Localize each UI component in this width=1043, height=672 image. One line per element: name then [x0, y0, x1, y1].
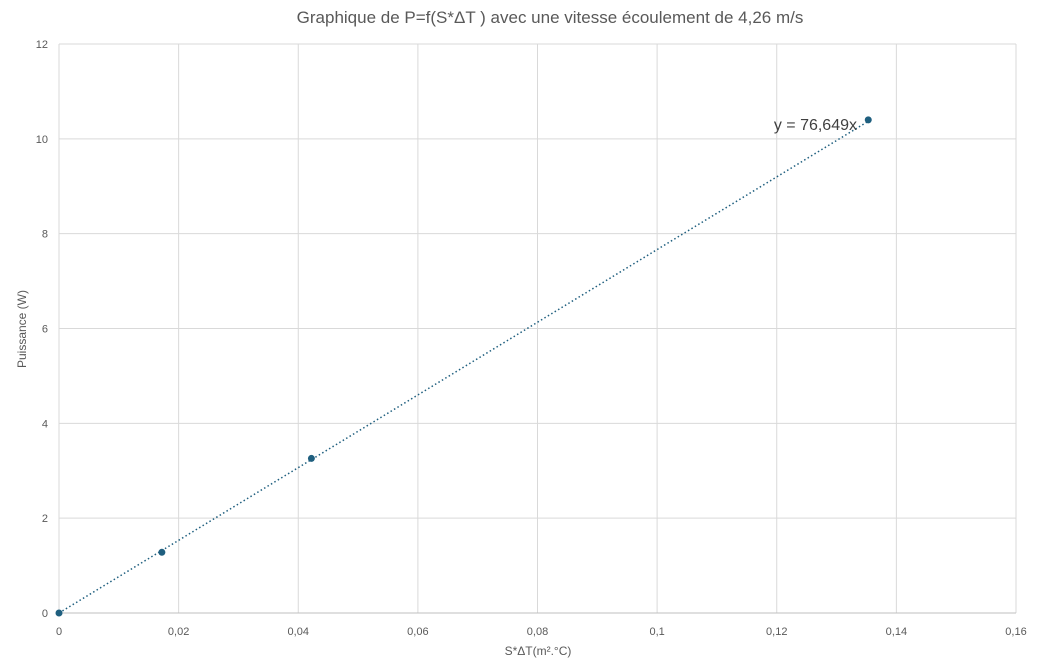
- x-tick-label: 0,12: [766, 626, 787, 638]
- x-tick-label: 0,1: [649, 626, 664, 638]
- data-point: [864, 116, 872, 124]
- data-point: [307, 454, 315, 462]
- x-axis-title: S*ΔT(m².°C): [505, 644, 572, 658]
- chart-title: Graphique de P=f(S*ΔT ) avec une vitesse…: [297, 8, 804, 27]
- y-tick-label: 2: [42, 513, 48, 525]
- y-tick-label: 12: [36, 39, 48, 51]
- x-tick-label: 0: [56, 626, 62, 638]
- y-tick-label: 10: [36, 134, 48, 146]
- x-tick-label: 0,04: [288, 626, 309, 638]
- trendline: [58, 120, 869, 614]
- y-tick-label: 8: [42, 229, 48, 241]
- trendline-equation: y = 76,649x: [774, 117, 857, 134]
- x-tick-labels: 0 0,02 0,04 0,06 0,08 0,1 0,12 0,14 0,16: [56, 626, 1027, 638]
- x-tick-label: 0,14: [886, 626, 907, 638]
- data-point: [55, 609, 63, 617]
- x-tick-label: 0,16: [1005, 626, 1026, 638]
- y-tick-label: 6: [42, 324, 48, 336]
- x-tick-label: 0,06: [407, 626, 428, 638]
- y-axis-title: Puissance (W): [15, 290, 29, 368]
- y-tick-label: 0: [42, 608, 48, 620]
- trendline-group: [58, 120, 869, 614]
- y-tick-label: 4: [42, 418, 48, 430]
- data-points: [55, 116, 872, 617]
- axes: [58, 44, 1016, 614]
- grid: [59, 43, 1017, 613]
- y-tick-labels: 0 2 4 6 8 10 12: [36, 39, 48, 620]
- x-tick-label: 0,02: [168, 626, 189, 638]
- x-tick-label: 0,08: [527, 626, 548, 638]
- data-point: [158, 548, 166, 556]
